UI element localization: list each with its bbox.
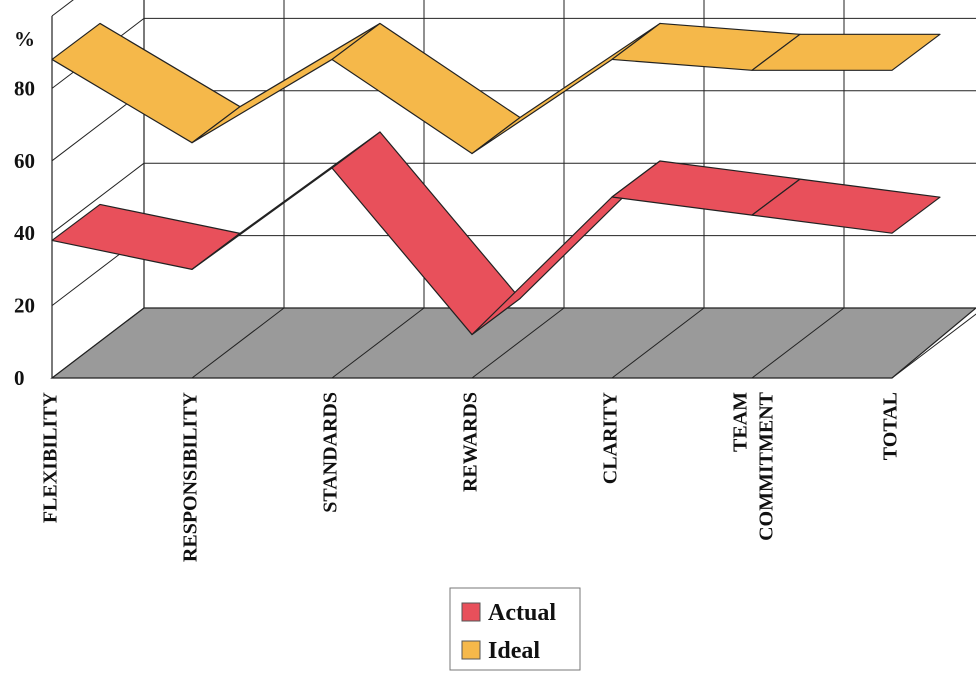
floor-plane <box>50 307 976 379</box>
legend-swatch-actual <box>461 602 481 622</box>
y-axis-ticks: % 0 20 40 60 80 <box>14 27 35 390</box>
ribbon-segment-actual <box>51 203 241 270</box>
ribbon-segment-ideal <box>51 22 241 144</box>
y-tick-label: 40 <box>14 221 35 245</box>
x-category-label: TOTAL <box>880 392 902 460</box>
floor-depth-line <box>191 307 285 379</box>
x-category-label: FLEXIBILITY <box>40 391 62 523</box>
x-category-label: TEAM <box>730 392 752 452</box>
floor-depth-line <box>471 307 565 379</box>
y-axis-unit: % <box>14 27 35 51</box>
legend-swatch-ideal <box>461 640 481 660</box>
series-actual <box>51 131 941 336</box>
chart-series <box>51 22 941 336</box>
x-category-label: COMMITMENT <box>756 391 778 541</box>
x-category-label: CLARITY <box>600 391 622 484</box>
ribbon-segment-ideal <box>191 22 381 144</box>
ribbon-segment-actual <box>331 131 521 336</box>
left-wall-gridline <box>51 162 145 234</box>
y-tick-label: 0 <box>14 366 25 390</box>
x-axis-categories: FLEXIBILITY RESPONSIBILITY STANDARDS REWARD… <box>40 391 902 562</box>
floor-depth-line <box>611 307 705 379</box>
y-tick-label: 20 <box>14 294 35 318</box>
floor-depth-line <box>891 313 976 379</box>
ribbon-segment-ideal <box>331 22 521 155</box>
x-category-label: REWARDS <box>460 392 482 492</box>
legend-label-actual: Actual <box>488 600 556 626</box>
y-tick-label: 80 <box>14 76 35 100</box>
series-ideal <box>51 22 941 155</box>
x-category-label: STANDARDS <box>320 392 342 513</box>
x-category-label: RESPONSIBILITY <box>180 391 202 562</box>
ribbon-segment-actual <box>751 178 941 234</box>
ribbon-segment-ideal <box>751 33 941 71</box>
legend-label-ideal: Ideal <box>488 638 540 664</box>
floor-depth-line <box>751 307 845 379</box>
legend: Actual Ideal <box>449 587 581 671</box>
ribbon-segment-ideal <box>471 22 661 155</box>
floor-depth-line <box>331 307 425 379</box>
left-wall-gridline <box>51 0 74 17</box>
floor-depth-line <box>51 307 145 379</box>
chart-floor <box>50 307 976 379</box>
y-tick-label: 60 <box>14 149 35 173</box>
